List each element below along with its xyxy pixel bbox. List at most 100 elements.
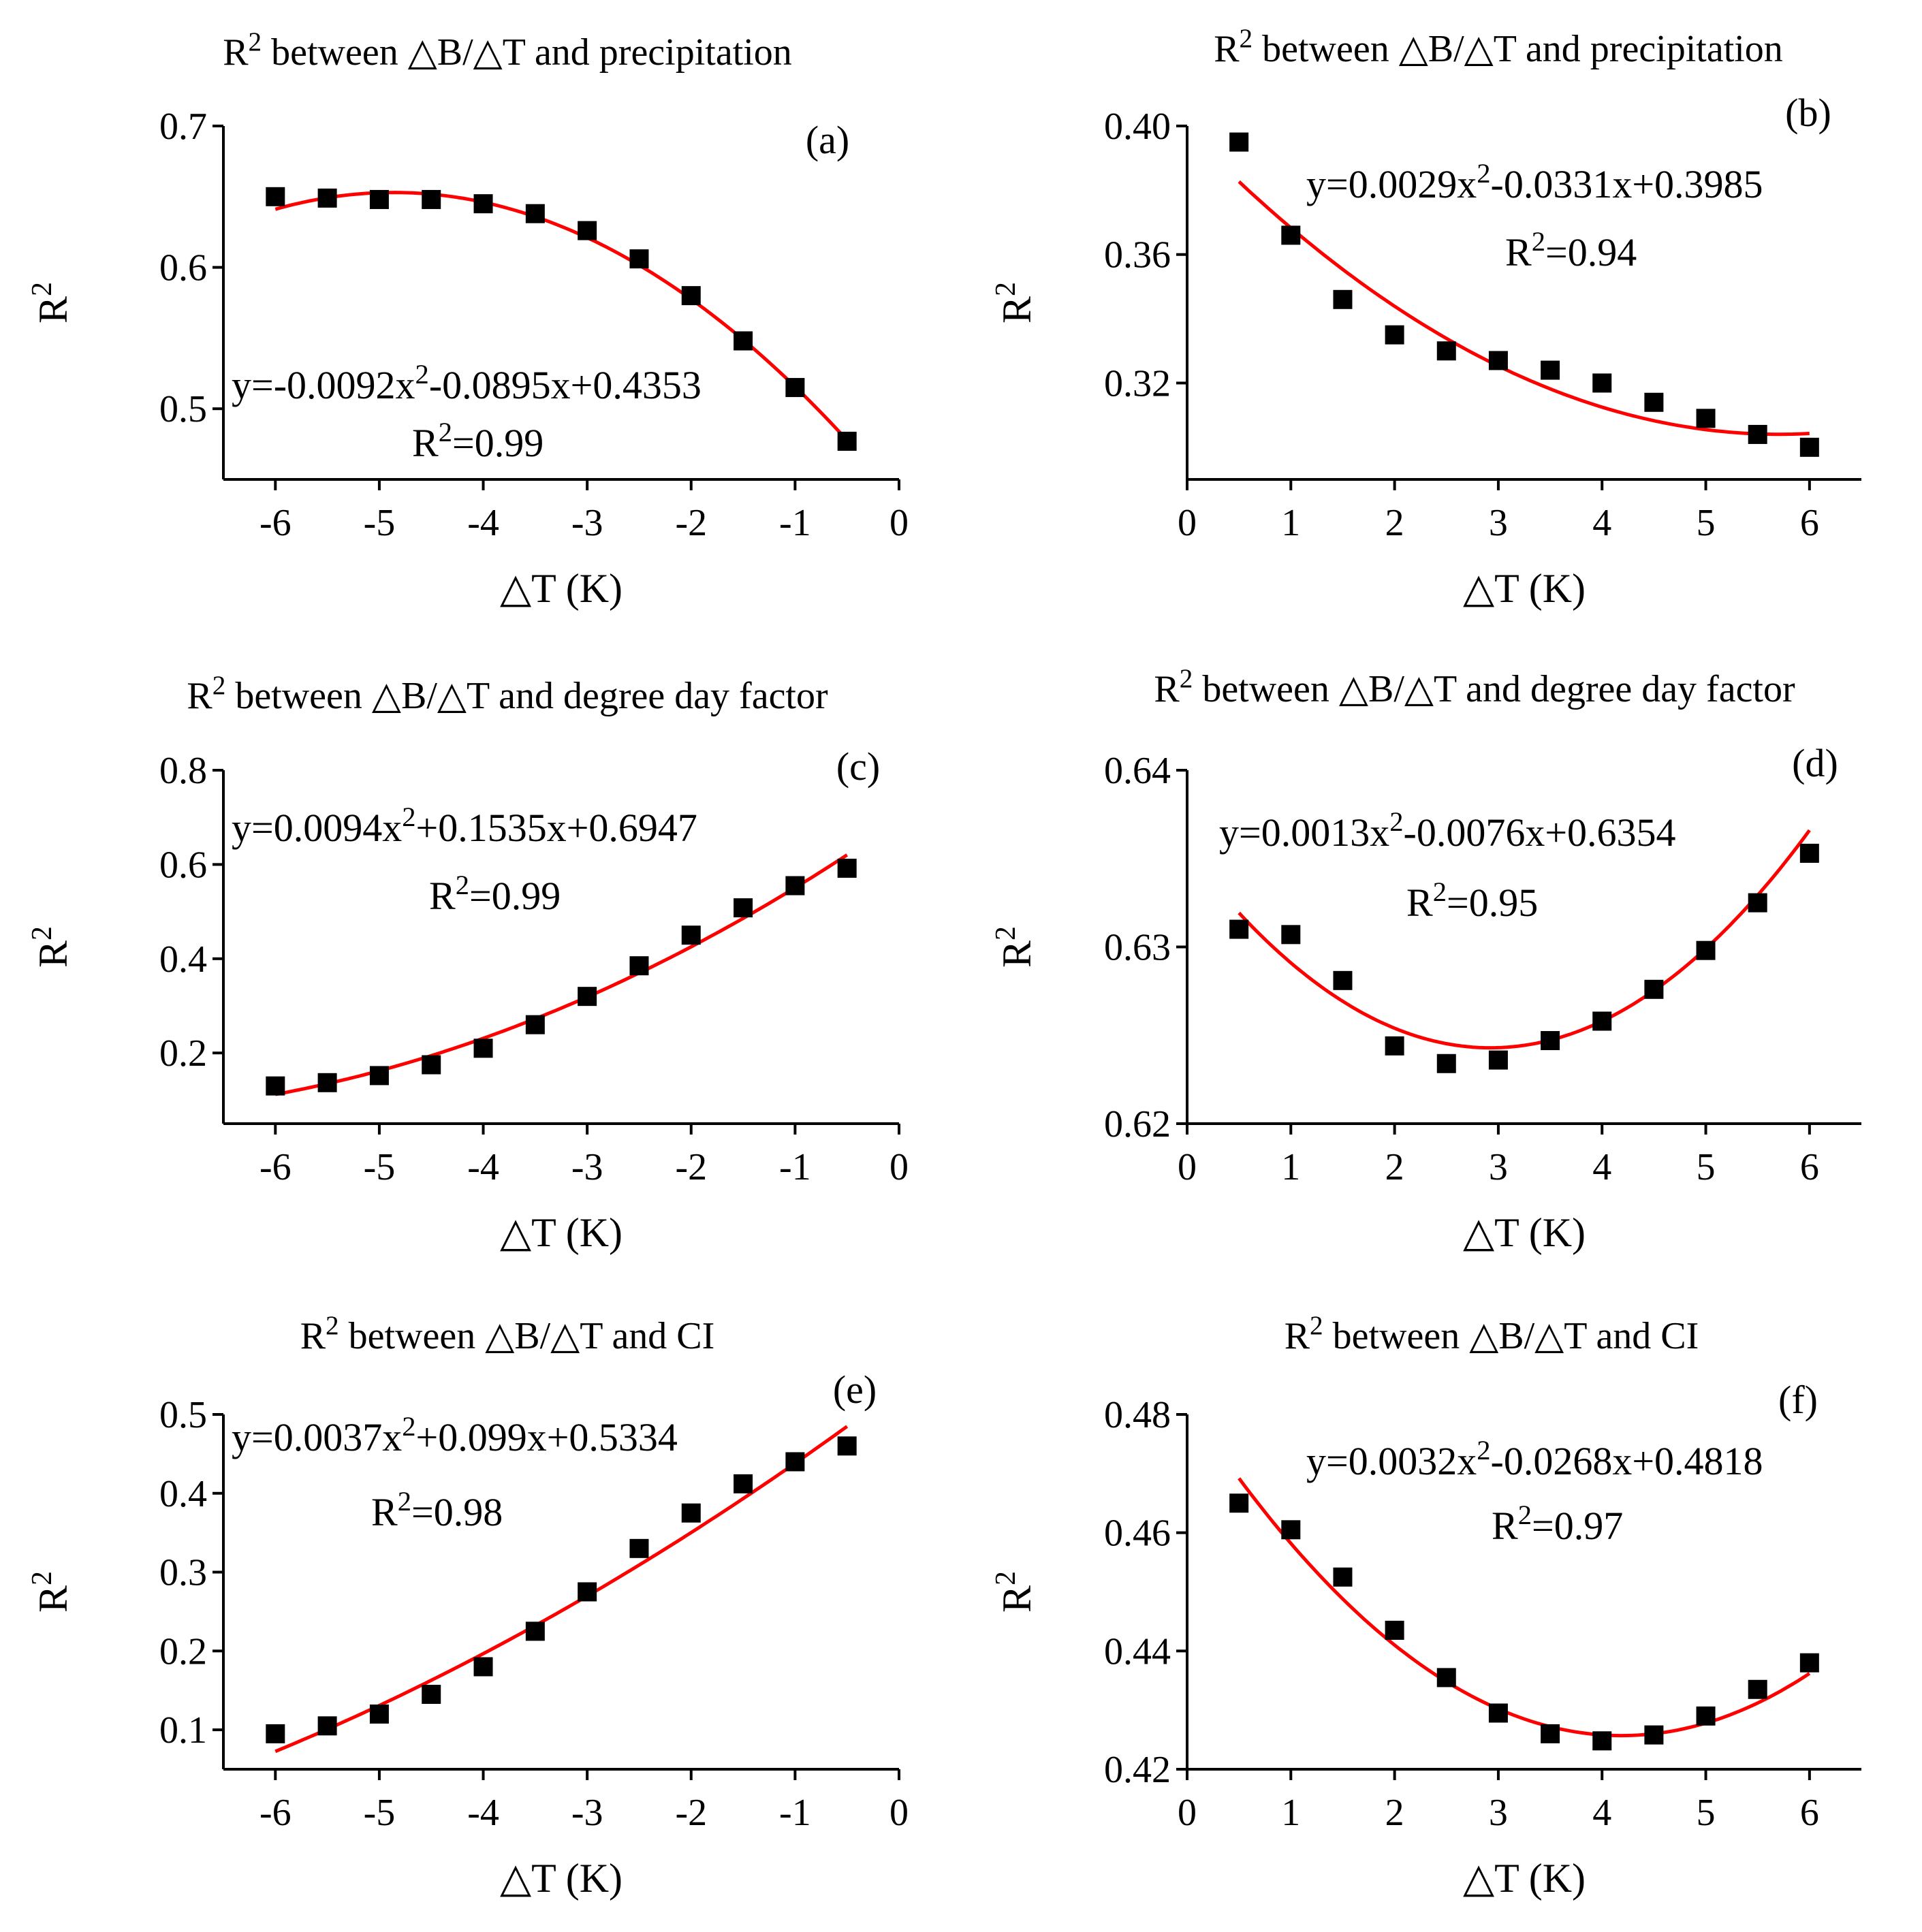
x-tick-label: -3 (571, 502, 603, 544)
chart-panel-c: R2 between △B/△T and degree day factor-6… (27, 671, 909, 1256)
chart-title-text: R (223, 31, 249, 74)
data-point (1385, 325, 1404, 345)
fit-r-squared-text-end: =0.95 (1447, 881, 1538, 925)
x-tick-label: -4 (467, 502, 499, 544)
data-point (369, 1704, 389, 1724)
x-tick-label: 4 (1592, 1792, 1611, 1834)
chart-title-text: R (1285, 1315, 1310, 1357)
data-point (473, 1657, 493, 1677)
y-axis-label: R2 (27, 1571, 76, 1613)
fit-curve (1238, 180, 1810, 437)
fit-equation-text: y=-0.0092x (232, 363, 415, 407)
x-tick-label: 2 (1385, 502, 1404, 544)
x-tick-label: 6 (1800, 1792, 1819, 1834)
data-point (1799, 1653, 1819, 1673)
x-tick-label: -5 (364, 1792, 396, 1834)
fit-r-squared-text-end: =0.98 (411, 1490, 503, 1534)
fit-r-squared: R2=0.99 (429, 870, 561, 919)
x-tick-label: 1 (1281, 1792, 1300, 1834)
y-axis-label-text: R (994, 940, 1039, 968)
data-point (1229, 1493, 1249, 1513)
y-axis-label-text: R (994, 296, 1039, 323)
data-point (317, 1073, 337, 1092)
y-axis-label-text: R (31, 940, 76, 968)
chart-title-text: R (300, 1315, 326, 1357)
fit-equation-text: y=0.0037x (232, 1415, 402, 1459)
panel-label: (c) (836, 744, 880, 789)
x-axis-label: △T (K) (1463, 1856, 1586, 1901)
y-tick-label: 0.1 (159, 1709, 207, 1752)
x-tick-label: 3 (1489, 1146, 1508, 1188)
y-tick-label: 0.6 (159, 247, 207, 289)
x-tick-label: -4 (467, 1146, 499, 1188)
y-axis-label-sup: 2 (27, 282, 58, 296)
data-point (317, 188, 337, 208)
chart-panel-f: R2 between △B/△T and CI0 1 2 3 4 5 60.420.440.… (990, 1311, 1861, 1901)
data-point (837, 858, 857, 878)
fit-equation: y=0.0029x2-0.0331x+0.3985 (1306, 158, 1763, 207)
x-tick-label: -2 (675, 1146, 707, 1188)
fit-equation-sup: 2 (402, 802, 415, 832)
x-tick-label: -1 (779, 1792, 811, 1834)
panel-label: (d) (1792, 741, 1838, 785)
data-point (1748, 1679, 1767, 1699)
chart-panel-e: R2 between △B/△T and CI-6 -5 -4 -3 -2 -1 00.10… (27, 1311, 909, 1901)
x-tick-label: 1 (1281, 1146, 1300, 1188)
panel-label: (b) (1785, 91, 1831, 135)
x-tick-label: 0 (889, 1146, 909, 1188)
fit-r-squared: R2=0.98 (371, 1486, 503, 1535)
data-point (1385, 1620, 1404, 1640)
data-point (266, 1724, 285, 1743)
data-point (785, 876, 805, 896)
x-tick-label: 4 (1592, 1146, 1611, 1188)
y-tick-label: 0.5 (159, 388, 207, 430)
chart-title-text: R (1214, 28, 1240, 70)
x-axis-label: △T (K) (1463, 566, 1586, 611)
data-point (681, 925, 701, 945)
y-tick-label: 0.4 (159, 1473, 207, 1515)
x-tick-label: 2 (1385, 1792, 1404, 1834)
chart-title: R2 between △B/△T and degree day factor (187, 671, 828, 718)
data-point (1229, 919, 1249, 939)
x-tick-label: -1 (779, 502, 811, 544)
chart-title-text-end: between △B/△T and precipitation (262, 31, 792, 74)
x-tick-label: 5 (1697, 1792, 1716, 1834)
data-point (629, 249, 649, 269)
data-point (681, 1503, 701, 1523)
fit-equation-text-end: -0.0076x+0.6354 (1404, 810, 1676, 855)
x-tick-label: 1 (1281, 502, 1300, 544)
data-point (1748, 893, 1767, 913)
fit-r-squared-sup: 2 (1433, 876, 1447, 907)
x-tick-label: 6 (1800, 1146, 1819, 1188)
x-axis-label: △T (K) (500, 566, 623, 611)
data-point (785, 1452, 805, 1472)
data-point (473, 1039, 493, 1058)
chart-title: R2 between △B/△T and CI (300, 1311, 715, 1358)
fit-curve (274, 853, 849, 1096)
fit-equation: y=0.0032x2-0.0268x+0.4818 (1306, 1435, 1763, 1484)
panel-label: (e) (833, 1367, 877, 1412)
chart-title: R2 between △B/△T and degree day factor (1154, 664, 1795, 711)
data-point (734, 1474, 753, 1493)
chart-title-sup: 2 (1180, 664, 1193, 693)
data-point (837, 1436, 857, 1456)
data-point (1592, 373, 1612, 393)
data-point (525, 204, 545, 223)
y-axis-label-text: R (31, 296, 76, 323)
fit-equation-text-end: +0.1535x+0.6947 (416, 806, 697, 850)
y-axis-label-sup: 2 (27, 926, 58, 940)
data-point (1592, 1731, 1612, 1751)
y-axis-label-sup: 2 (990, 926, 1022, 940)
x-tick-label: -6 (259, 1792, 292, 1834)
fit-equation-text: y=0.0032x (1306, 1439, 1477, 1483)
fit-curve (1238, 829, 1811, 1050)
x-tick-label: -2 (675, 502, 707, 544)
y-tick-label: 0.8 (159, 750, 207, 792)
data-point (1488, 1050, 1508, 1070)
y-tick-label: 0.36 (1104, 234, 1171, 276)
data-point (629, 1538, 649, 1558)
y-axis-label: R2 (990, 1571, 1039, 1613)
x-tick-label: 2 (1385, 1146, 1404, 1188)
